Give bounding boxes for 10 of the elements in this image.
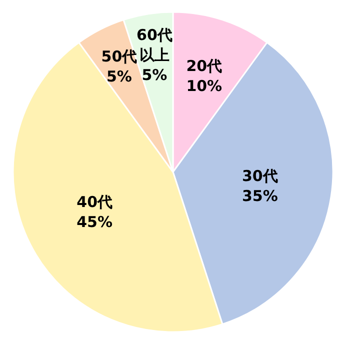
data-label: 10% [186,77,222,96]
slice-label: 60代以上 [136,26,172,64]
data-label: 5% [142,66,168,84]
data-label: 35% [242,186,278,205]
data-label: 45% [76,212,113,231]
slice-label: 40代 [76,192,113,211]
slice-label: 30代 [242,166,278,185]
slice-label: 50代 [101,48,138,66]
slice-label: 20代 [186,57,222,76]
data-label: 5% [106,68,132,86]
